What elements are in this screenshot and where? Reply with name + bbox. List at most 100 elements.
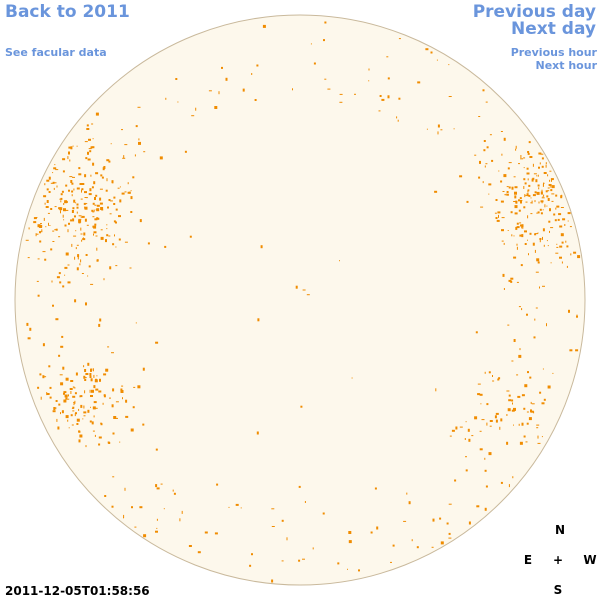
facula [562,218,566,221]
facula [506,193,509,196]
facula [204,531,208,534]
facula [541,402,545,405]
facula [111,404,114,408]
facula [52,410,56,413]
facula [492,380,495,382]
facula [44,183,46,186]
facula [119,199,122,203]
facula [112,243,115,246]
facula [575,349,579,352]
facula [576,314,578,317]
facula [488,452,492,456]
next-hour-link[interactable]: Next hour [536,59,598,72]
facula [95,235,98,237]
back-link[interactable]: Back to 2011 [5,2,130,22]
next-day-link[interactable]: Next day [511,19,596,39]
facula [98,436,102,439]
facular-data-link[interactable]: See facular data [5,46,107,59]
facula [75,230,77,232]
facula [527,371,529,374]
facula [84,379,87,381]
facula [435,388,437,392]
facula [40,223,42,225]
facula [84,218,87,222]
facula [84,191,87,194]
facula [403,520,407,522]
previous-hour-link[interactable]: Previous hour [511,46,598,59]
facula [83,405,85,409]
facula [491,159,494,162]
facula [124,241,128,243]
facula [96,217,99,220]
facula [114,234,115,237]
facula [92,216,95,218]
facula [553,213,556,216]
facula [522,226,524,229]
facula [541,191,543,195]
facula [76,244,79,246]
facula [406,492,408,495]
facula [532,194,536,197]
facula [72,410,75,412]
facula [95,388,99,391]
facula [42,375,45,379]
facula [163,508,165,510]
facula [83,232,86,236]
facula [80,233,83,235]
facula [531,403,535,405]
facula [134,154,136,157]
facula [451,429,455,432]
previous-day-link[interactable]: Previous day [473,2,596,22]
facula [132,176,135,179]
facula [72,386,74,388]
facula [81,188,84,191]
facula [376,526,379,530]
facula [440,541,444,545]
facula [93,385,96,389]
facula [94,434,96,437]
facula [33,217,37,220]
facula [103,278,105,281]
facula [49,225,51,226]
facula [225,77,228,81]
facula [530,410,534,413]
facula [58,236,61,238]
facula [92,162,95,166]
facula [379,95,382,97]
facula [526,193,529,197]
facula [523,186,525,189]
facula [558,213,562,216]
facula [466,200,469,203]
facula [125,415,129,418]
facula [511,186,514,190]
facula [524,384,528,388]
facula [60,193,63,196]
facula [417,81,421,84]
facula [57,426,60,430]
facula [42,251,46,253]
facula [521,422,524,426]
facula [110,143,112,145]
facula [53,167,57,170]
facula [514,195,517,199]
facula [130,211,133,213]
facula [528,194,531,197]
facula [453,128,455,130]
facula [68,222,70,225]
facula [497,378,500,381]
facula [536,258,540,262]
facula [539,391,542,394]
facula [521,224,524,228]
facula [64,224,67,227]
facula [69,388,73,390]
facula [484,507,487,511]
facula [91,389,94,393]
facula [29,327,32,331]
facula [89,420,92,423]
facula [127,191,131,194]
facula [539,286,540,289]
facula [100,174,103,177]
facula [387,95,390,99]
facula [98,323,101,327]
facula [235,503,239,506]
